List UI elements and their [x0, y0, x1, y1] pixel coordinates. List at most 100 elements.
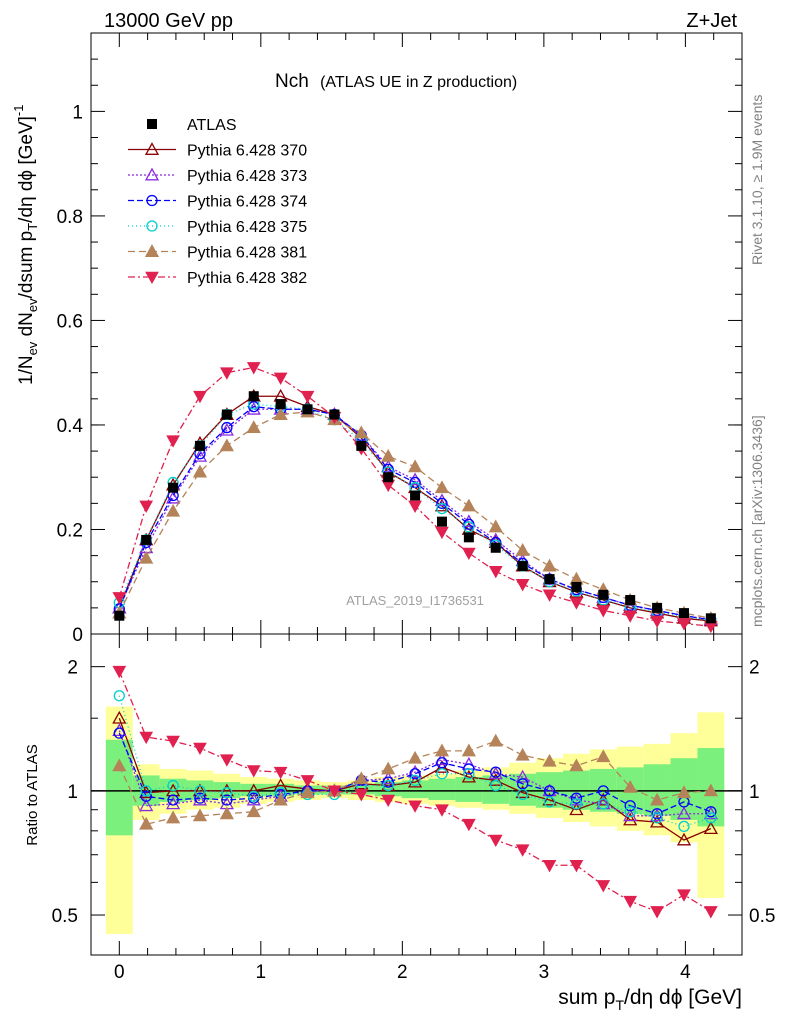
main-line-3 [118, 405, 711, 621]
legend-label-4: Pythia 6.428 375 [187, 219, 307, 236]
data-point [652, 602, 663, 613]
ratio-point-3 [624, 800, 636, 812]
main-point-5 [246, 420, 261, 434]
main-ytick-label: 0.2 [57, 520, 83, 541]
ratio-point-4 [436, 768, 448, 780]
main-point-6 [220, 367, 234, 380]
main-point-3 [436, 497, 448, 509]
plot-title: Nch (ATLAS UE in Z production) [275, 71, 517, 92]
analysis-label: ATLAS_2019_I1736531 [346, 593, 484, 608]
ratio-point-3 [463, 763, 475, 775]
ratio-point-6 [650, 906, 664, 919]
ratio-point-5 [381, 761, 396, 775]
data-point [544, 574, 555, 585]
ratio-ytick-label-left: 1 [67, 782, 78, 803]
ratio-point-4 [382, 779, 394, 792]
data-point [302, 404, 313, 415]
data-point [141, 534, 152, 545]
legend-label-2: Pythia 6.428 373 [187, 168, 307, 185]
legend-label-3: Pythia 6.428 374 [187, 194, 307, 211]
ratio-point-3 [409, 768, 421, 780]
ratio-line-3 [118, 732, 712, 815]
ratio-series-layer [112, 665, 718, 919]
legend-marker-6 [145, 271, 159, 285]
ratio-ytick-label-left: 0.5 [52, 906, 78, 927]
ratio-point-2 [139, 798, 154, 812]
ratio-point-5 [300, 785, 315, 799]
plot-title-sub: (ATLAS UE in Z production) [320, 74, 517, 91]
ratio-line-1 [118, 717, 712, 841]
main-point-5 [461, 498, 476, 512]
main-point-6 [650, 615, 664, 628]
ratio-point-5 [623, 779, 638, 793]
data-point [410, 490, 421, 501]
ratio-point-3 [140, 790, 152, 802]
main-line-5 [118, 411, 711, 619]
main-ytick-label: 0.6 [57, 311, 83, 332]
header-left-label: 13000 GeV pp [104, 10, 233, 32]
x-axis-label: sum pT/dη dϕ [GeV] [558, 986, 742, 1013]
data-point [678, 608, 689, 619]
main-point-6 [246, 362, 261, 375]
main-ytick-label: 0.4 [57, 416, 84, 437]
main-point-5 [139, 550, 154, 564]
ratio-point-6 [515, 844, 530, 857]
main-point-4 [436, 502, 448, 515]
ratio-point-5 [515, 747, 530, 761]
ratio-point-6 [166, 735, 180, 749]
ratio-point-6 [623, 895, 638, 909]
data-point [194, 440, 205, 451]
ratio-point-4 [463, 768, 475, 780]
ratio-point-4 [678, 820, 690, 833]
legend-label-0: ATLAS [187, 117, 237, 134]
main-point-5 [219, 438, 234, 452]
ratio-point-2 [407, 764, 423, 778]
legend: ATLAS Pythia 6.428 370 Pythia 6.428 373 Pyt… [128, 117, 307, 287]
ratio-point-6 [273, 766, 288, 780]
main-series-layer [112, 362, 718, 634]
ratio-ytick-label-right: 0.5 [749, 906, 775, 927]
xtick-label: 3 [539, 962, 550, 983]
main-point-5 [273, 407, 288, 420]
main-ytick-label: 0.8 [57, 207, 83, 228]
ratio-point-6 [327, 785, 342, 798]
header-right-label: Z+Jet [686, 10, 737, 32]
ratio-point-4 [570, 798, 583, 810]
data-point [463, 532, 474, 543]
main-point-6 [139, 500, 154, 513]
main-ylabel: 1/Nev dNev/dsum pT/dη dϕ [GeV]-1 [11, 105, 40, 386]
ratio-point-5 [246, 804, 261, 818]
ratio-point-1 [246, 783, 261, 797]
main-point-5 [542, 558, 557, 572]
ratio-point-3 [597, 785, 609, 797]
data-point [383, 472, 394, 483]
main-point-5 [407, 459, 423, 473]
data-point [436, 516, 447, 527]
ratio-point-6 [381, 794, 396, 808]
main-point-6 [596, 605, 611, 618]
ratio-point-5 [407, 750, 423, 764]
main-point-6 [435, 526, 449, 540]
ratio-point-3 [167, 794, 179, 806]
ratio-point-5 [488, 733, 503, 747]
main-point-6 [623, 610, 638, 623]
main-line-2 [118, 408, 711, 621]
main-point-3 [221, 421, 233, 434]
ratio-point-5 [461, 743, 476, 757]
ratio-point-6 [462, 818, 476, 832]
ratio-point-1 [676, 832, 692, 846]
ratio-point-6 [220, 754, 234, 767]
ratio-point-3 [651, 808, 663, 820]
ratio-point-6 [596, 880, 611, 893]
ratio-point-5 [273, 792, 288, 806]
ratio-point-5 [354, 771, 369, 785]
ratio-point-3 [543, 785, 556, 797]
ratio-point-4 [543, 796, 556, 808]
legend-marker-5 [144, 244, 160, 257]
ratio-band-inner-16 [536, 772, 563, 808]
ratio-ytick-label-right: 2 [749, 658, 760, 679]
ratio-point-3 [221, 794, 233, 806]
ratio-point-6 [435, 804, 449, 817]
ratio-point-4 [705, 812, 717, 824]
